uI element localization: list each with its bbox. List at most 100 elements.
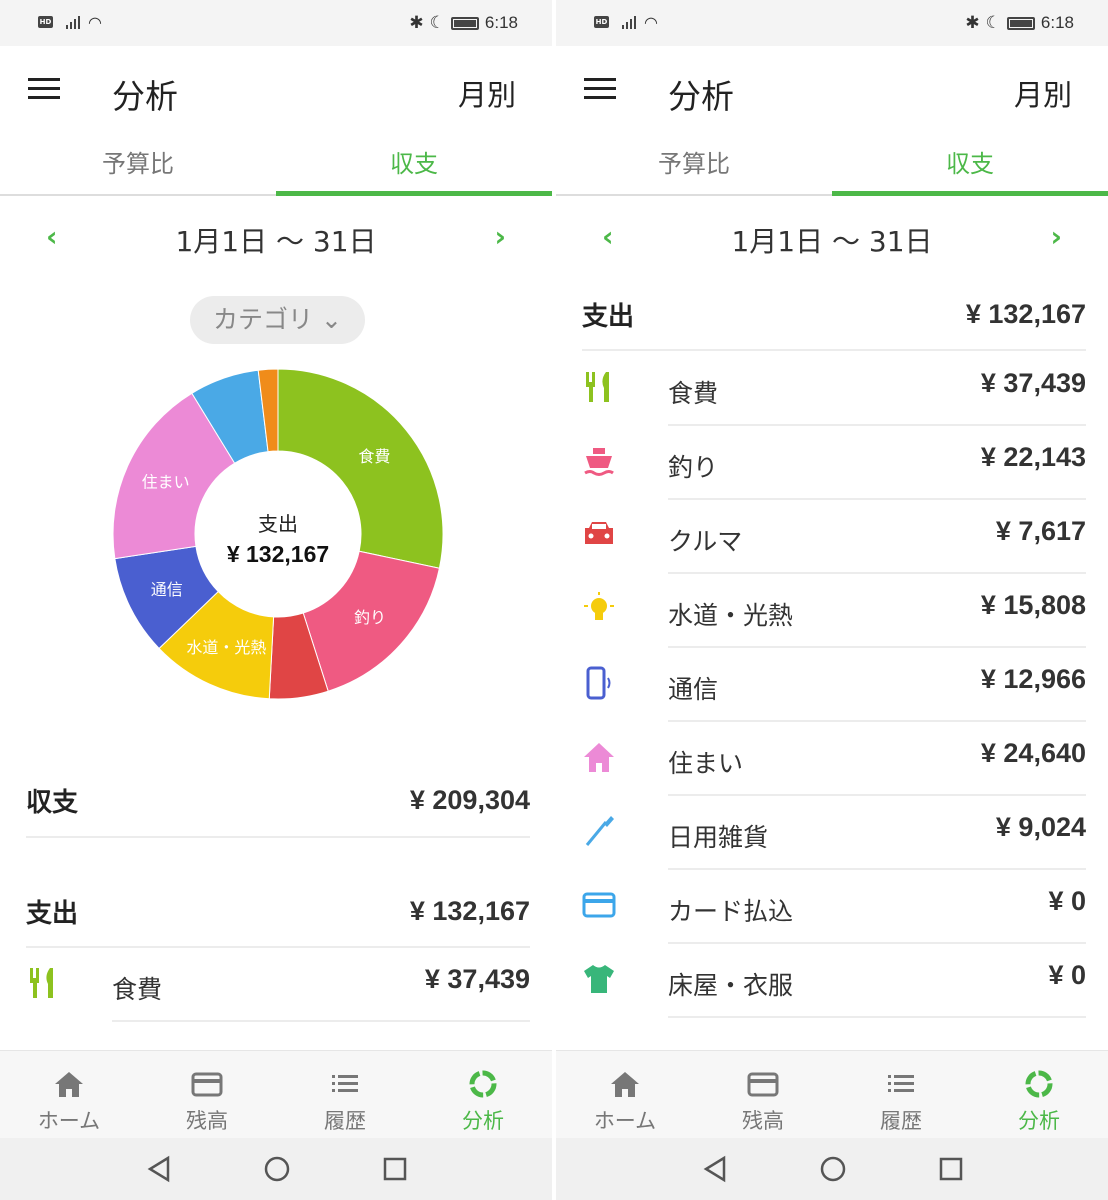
item-value: ¥ 7,617: [995, 516, 1086, 546]
next-month-button[interactable]: ›: [1050, 220, 1062, 253]
item-name: 床屋・衣服: [668, 971, 794, 1000]
divider: [582, 349, 1086, 351]
hd-badge: HD: [594, 16, 609, 28]
wifi-icon: ◠: [644, 13, 658, 32]
item-name: クルマ: [668, 527, 743, 556]
tab-income-expense[interactable]: 収支: [276, 136, 552, 196]
fork-knife-icon: [30, 968, 53, 998]
item-name: 日用雑貨: [668, 823, 769, 852]
nav-home-label: ホーム: [593, 1109, 657, 1133]
nav-balance-label: 残高: [186, 1109, 228, 1133]
tab-budget[interactable]: 予算比: [658, 150, 730, 178]
donut-icon: [469, 1070, 497, 1098]
tab-budget[interactable]: 予算比: [102, 150, 174, 178]
bottom-nav: ホーム 残高 履歴 分析: [0, 1050, 552, 1138]
page-title: 分析: [112, 77, 178, 116]
item-value: ¥ 24,640: [980, 738, 1086, 768]
boat-icon: [584, 448, 614, 476]
house-icon: [584, 743, 614, 772]
home-circle-icon[interactable]: [816, 1152, 850, 1186]
status-bar: HD ◠ ✱ ☾ 6:18: [0, 0, 552, 46]
item-value: ¥ 15,808: [980, 590, 1086, 620]
donut-label-housing: 住まい: [142, 473, 190, 492]
expense-value: ¥ 132,167: [409, 896, 530, 926]
expense-row[interactable]: 支出 ¥ 132,167: [26, 893, 530, 930]
nav-analysis-label: 分析: [1018, 1109, 1060, 1133]
nav-balance[interactable]: 残高: [694, 1051, 832, 1139]
item-value: ¥ 37,439: [980, 368, 1086, 398]
nav-analysis[interactable]: 分析: [970, 1051, 1108, 1139]
next-month-button[interactable]: ›: [494, 220, 506, 253]
menu-icon[interactable]: [28, 78, 60, 100]
donut-segment-other[interactable]: [257, 368, 279, 453]
list-item[interactable]: 水道・光熱 ¥ 15,808: [582, 574, 1086, 648]
menu-icon[interactable]: [584, 78, 616, 100]
list-item[interactable]: カード払込 ¥ 0: [582, 870, 1086, 944]
home-icon: [55, 1072, 83, 1097]
lightbulb-icon: [584, 592, 614, 620]
tab-income-expense[interactable]: 収支: [832, 136, 1108, 196]
date-range: 1月1日 〜 31日: [731, 225, 933, 258]
balance-row[interactable]: 収支 ¥ 209,304: [26, 782, 530, 819]
donut-center-value: ¥ 132,167: [226, 541, 330, 567]
hd-badge: HD: [38, 16, 53, 28]
donut-label-comm: 通信: [151, 580, 183, 599]
item-value: ¥ 22,143: [980, 442, 1086, 472]
screen-left: HD ◠ ✱ ☾ 6:18 分析 月別 予算比 収支 ‹ 1月1日 〜 31日: [0, 0, 552, 1200]
period-mode-button[interactable]: 月別: [457, 78, 516, 112]
page-title: 分析: [668, 77, 734, 116]
prev-month-button[interactable]: ‹: [602, 220, 614, 253]
list-item[interactable]: 床屋・衣服 ¥ 0: [582, 944, 1086, 1018]
expense-row[interactable]: 支出 ¥ 132,167: [582, 296, 1086, 333]
prev-month-button[interactable]: ‹: [46, 220, 58, 253]
system-nav-bar: [556, 1138, 1108, 1200]
item-name: 食費: [112, 975, 163, 1004]
recents-icon[interactable]: [934, 1152, 968, 1186]
toothbrush-icon: [585, 816, 614, 846]
screen-right: HD ◠ ✱ ☾ 6:18 分析 月別 予算比 収支 ‹ 1月1日 〜 31日: [556, 0, 1108, 1200]
back-icon[interactable]: [142, 1152, 176, 1186]
date-range-row: ‹ 1月1日 〜 31日 ›: [0, 210, 552, 270]
list-item[interactable]: 通信 ¥ 12,966: [582, 648, 1086, 722]
list-item[interactable]: 食費 ¥ 37,439: [582, 352, 1086, 426]
item-value: ¥ 0: [1048, 960, 1086, 990]
system-nav-bar: [0, 1138, 552, 1200]
recents-icon[interactable]: [378, 1152, 412, 1186]
donut-segment-housing[interactable]: [112, 392, 236, 560]
fork-knife-icon: [586, 372, 609, 402]
nav-analysis-label: 分析: [462, 1109, 504, 1133]
category-dropdown[interactable]: カテゴリ ⌄: [190, 296, 365, 344]
nav-history-label: 履歴: [324, 1109, 366, 1133]
item-value: ¥ 9,024: [995, 812, 1086, 842]
donut-label-fishing: 釣り: [354, 608, 386, 627]
signal-icon: [66, 16, 80, 29]
wallet-icon: [747, 1072, 779, 1097]
item-name: 釣り: [668, 453, 719, 482]
nav-history[interactable]: 履歴: [276, 1051, 414, 1139]
donut-icon: [1025, 1070, 1053, 1098]
tab-bar: 予算比 収支: [556, 136, 1108, 196]
item-value: ¥ 37,439: [424, 964, 530, 994]
divider: [26, 946, 530, 948]
home-icon: [611, 1072, 639, 1097]
list-item[interactable]: 住まい ¥ 24,640: [582, 722, 1086, 796]
list-item[interactable]: 日用雑貨 ¥ 9,024: [582, 796, 1086, 870]
donut-segment-fishing[interactable]: [302, 550, 441, 692]
home-circle-icon[interactable]: [260, 1152, 294, 1186]
donut-segment-food[interactable]: [277, 368, 444, 569]
list-item[interactable]: 釣り ¥ 22,143: [582, 426, 1086, 500]
nav-home[interactable]: ホーム: [556, 1051, 694, 1139]
list-item[interactable]: クルマ ¥ 7,617: [582, 500, 1086, 574]
nav-home[interactable]: ホーム: [0, 1051, 138, 1139]
nav-history[interactable]: 履歴: [832, 1051, 970, 1139]
bluetooth-icon: ✱: [965, 13, 980, 33]
list-item[interactable]: 食費 ¥ 37,439: [26, 948, 530, 1022]
bluetooth-icon: ✱: [409, 13, 424, 33]
nav-balance[interactable]: 残高: [138, 1051, 276, 1139]
period-mode-button[interactable]: 月別: [1013, 78, 1072, 112]
nav-analysis[interactable]: 分析: [414, 1051, 552, 1139]
donut-center-label: 支出: [258, 512, 298, 536]
item-name: 食費: [668, 379, 719, 408]
moon-icon: ☾: [985, 13, 1001, 33]
back-icon[interactable]: [698, 1152, 732, 1186]
